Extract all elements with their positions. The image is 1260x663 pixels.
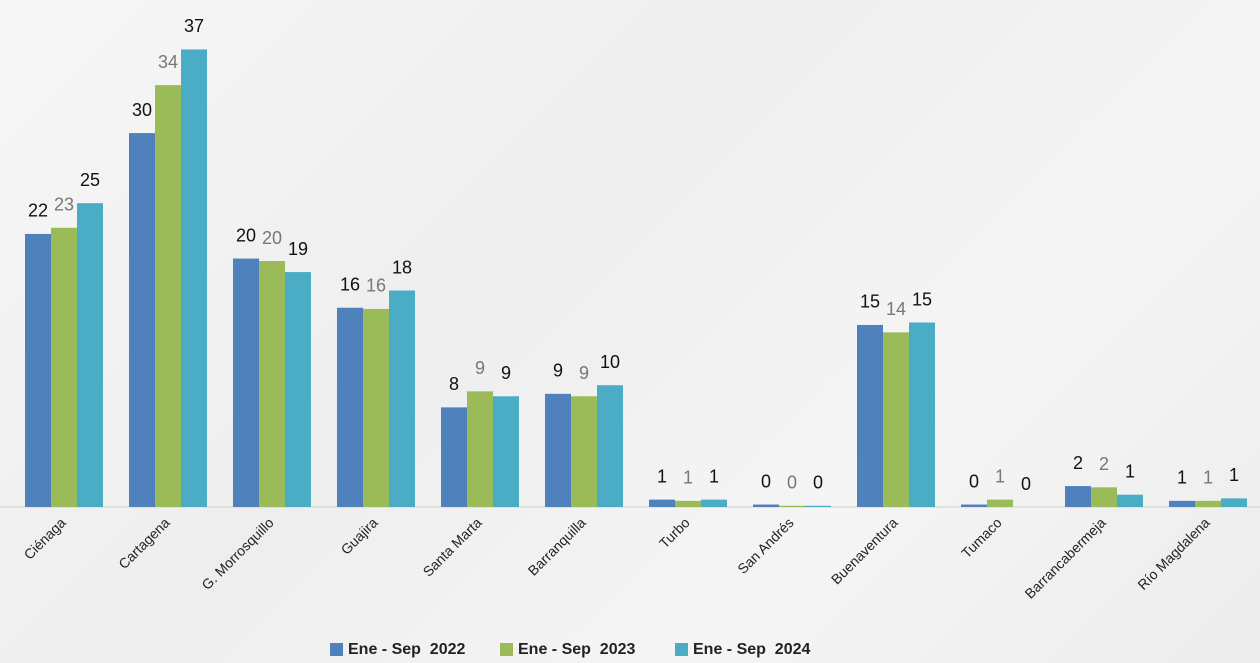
- legend-swatch: [675, 643, 688, 656]
- data-label: 0: [969, 471, 979, 491]
- x-tick-label: Santa Marta: [419, 514, 484, 579]
- data-label: 1: [1229, 465, 1239, 485]
- x-tick-label: Guajira: [338, 514, 381, 557]
- data-label: 2: [1099, 454, 1109, 474]
- bar: [857, 324, 883, 507]
- bar: [181, 49, 207, 507]
- bar: [493, 396, 519, 507]
- data-label: 1: [995, 466, 1005, 486]
- bar: [1065, 486, 1091, 507]
- bar: [805, 505, 831, 507]
- data-label: 37: [184, 16, 204, 36]
- bar: [571, 396, 597, 507]
- data-label: 19: [288, 239, 308, 259]
- x-tick-label: Turbo: [656, 514, 693, 551]
- data-label: 20: [236, 225, 256, 245]
- data-label: 0: [787, 473, 797, 493]
- data-label: 1: [683, 468, 693, 488]
- legend-label: Ene - Sep 2023: [518, 641, 635, 658]
- bar: [1169, 500, 1195, 507]
- legend-swatch: [500, 643, 513, 656]
- x-tick-label: Río Magdalena: [1134, 514, 1213, 593]
- legend-label: Ene - Sep 2024: [693, 641, 810, 658]
- data-label: 16: [366, 276, 386, 296]
- data-label: 23: [54, 195, 74, 215]
- bar: [701, 499, 727, 507]
- x-tick-label: Barrancabermeja: [1021, 514, 1108, 601]
- x-tick-label: Barranquilla: [525, 514, 589, 578]
- data-label: 0: [761, 471, 771, 491]
- x-tick-label: Cartagena: [115, 514, 173, 572]
- bar: [753, 504, 779, 507]
- data-label: 20: [262, 228, 282, 248]
- data-label: 0: [813, 473, 823, 493]
- bar: [25, 233, 51, 507]
- x-tick-label: Tumaco: [958, 514, 1005, 561]
- bar: [363, 308, 389, 507]
- bar: [1221, 498, 1247, 507]
- data-label: 9: [475, 358, 485, 378]
- bar: [259, 261, 285, 507]
- bar: [389, 290, 415, 507]
- bar: [155, 85, 181, 508]
- bar: [675, 500, 701, 507]
- bar: [909, 322, 935, 507]
- data-label: 14: [886, 299, 906, 319]
- bar: [51, 227, 77, 508]
- bar: [649, 499, 675, 507]
- bar: [1195, 500, 1221, 507]
- x-tick-label: Ciénaga: [21, 514, 69, 562]
- bar: [1091, 487, 1117, 507]
- data-label: 25: [80, 170, 100, 190]
- bar: [961, 504, 987, 507]
- bar: [337, 307, 363, 507]
- data-label: 8: [449, 374, 459, 394]
- data-label: 1: [1177, 468, 1187, 488]
- bar: [779, 505, 805, 507]
- data-label: 16: [340, 274, 360, 294]
- bar: [545, 393, 571, 507]
- x-tick-label: San Andrés: [734, 514, 797, 577]
- data-label: 22: [28, 201, 48, 221]
- bar: [883, 332, 909, 507]
- bar: [441, 407, 467, 507]
- data-label: 15: [912, 289, 932, 309]
- data-label: 9: [579, 363, 589, 383]
- data-label: 2: [1073, 453, 1083, 473]
- bar: [467, 391, 493, 507]
- x-tick-label: Buenaventura: [828, 514, 901, 587]
- data-label: 1: [657, 466, 667, 486]
- legend-label: Ene - Sep 2022: [348, 641, 465, 658]
- bar: [233, 258, 259, 507]
- bar: [129, 133, 155, 507]
- data-label: 9: [501, 363, 511, 383]
- bar: [77, 203, 103, 507]
- data-label: 30: [132, 100, 152, 120]
- data-label: 1: [1203, 468, 1213, 488]
- data-label: 18: [392, 257, 412, 277]
- data-label: 10: [600, 352, 620, 372]
- data-label: 15: [860, 292, 880, 312]
- data-label: 34: [158, 52, 178, 72]
- bar: [597, 385, 623, 507]
- bar: [285, 272, 311, 507]
- bar: [987, 499, 1013, 507]
- legend-swatch: [330, 643, 343, 656]
- data-label: 0: [1021, 474, 1031, 494]
- bar: [1117, 494, 1143, 507]
- data-label: 9: [553, 361, 563, 381]
- data-label: 1: [1125, 461, 1135, 481]
- data-label: 1: [709, 466, 719, 486]
- x-tick-label: G. Morrosquillo: [198, 514, 277, 593]
